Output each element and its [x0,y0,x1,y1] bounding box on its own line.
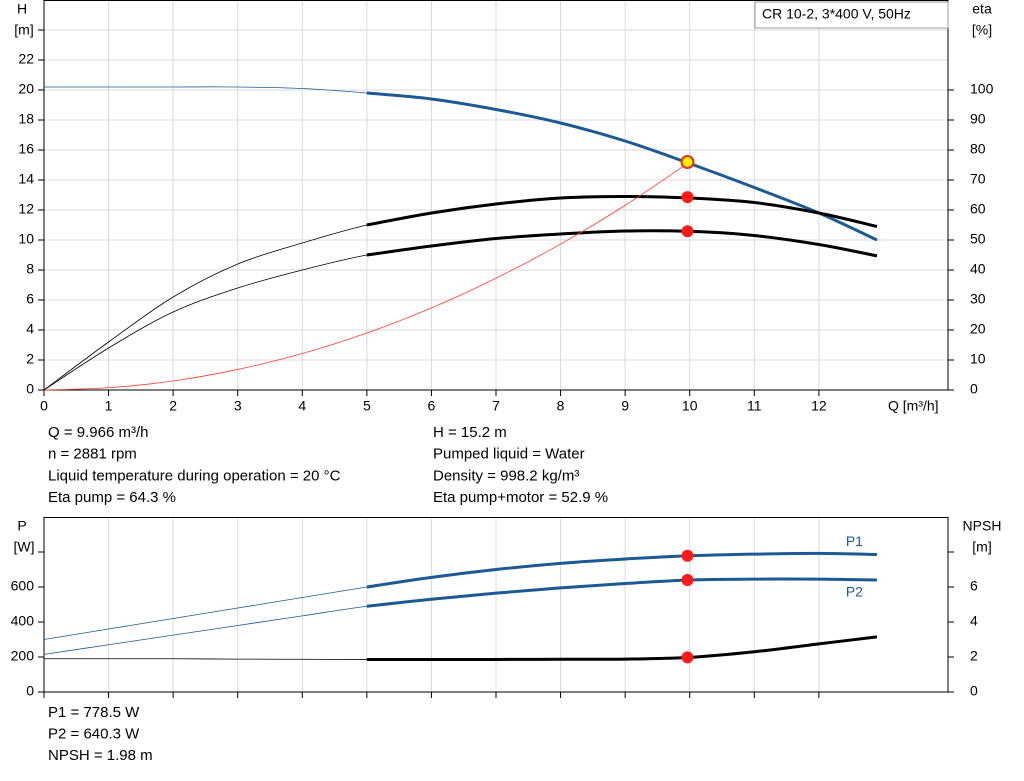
y2-tick-label: 70 [970,171,986,187]
y-tick-label: 22 [18,51,34,67]
curve-bold [366,194,878,228]
x-tick-label: 4 [298,398,306,414]
duty-point [681,191,694,204]
duty-point [680,155,695,169]
plot-frame [43,517,949,693]
y2-tick-label: 20 [970,321,986,337]
duty-point [681,225,694,238]
y-tick-label: 2 [26,351,34,367]
x-tick-label: 0 [40,398,48,414]
y-tick-label: 8 [26,261,34,277]
y2-tick-label: 0 [970,381,978,397]
duty-point [681,573,694,586]
duty-point [681,651,694,664]
info-text: Liquid temperature during operation = 20… [48,467,341,484]
chart-title: CR 10-2, 3*400 V, 50Hz [762,6,911,22]
y-tick-label: 600 [11,578,35,594]
x-tick-label: 11 [747,398,762,414]
y2-tick-label: 4 [970,613,978,629]
y-tick-label: 10 [18,231,34,247]
x-tick-label: 12 [811,398,827,414]
info-text: P2 = 640.3 W [48,725,140,742]
y2-tick-label: 30 [970,291,986,307]
y-tick-label: 12 [18,201,34,217]
x-tick-label: 8 [557,398,565,414]
plot-frame [43,0,949,391]
y2-axis-label: eta [972,1,992,17]
y2-tick-label: 90 [970,111,986,127]
y-tick-label: 6 [26,291,34,307]
y-axis-label: H [17,1,27,17]
y-tick-label: 14 [18,171,34,187]
y-axis-label: P [17,518,26,534]
curve-bold [366,635,878,661]
x-tick-label: 1 [105,398,113,414]
y2-tick-label: 60 [970,201,986,217]
y2-tick-label: 80 [970,141,986,157]
curve-bold [366,577,877,608]
y-tick-label: 16 [18,141,34,157]
y-tick-label: 0 [26,683,34,699]
y-tick-label: 0 [26,381,34,397]
y2-tick-label: 6 [970,578,978,594]
title-box [754,1,949,29]
info-text: H = 15.2 m [433,424,507,441]
y2-axis-label: NPSH [963,518,1002,534]
y2-tick-label: 100 [970,81,994,97]
x-tick-label: 2 [169,398,177,414]
info-text: Q = 9.966 m³/h [48,424,148,441]
y-tick-label: 20 [18,81,34,97]
y-tick-label: 4 [26,321,34,337]
curve [43,161,690,391]
curve-bold [366,229,878,258]
info-text: Pumped liquid = Water [433,446,585,463]
y2-tick-label: 2 [970,648,978,664]
duty-point [681,549,694,562]
x-tick-label: 5 [363,398,371,414]
y-axis-unit: [W] [14,539,35,555]
y-tick-label: 400 [11,613,35,629]
info-text: Eta pump = 64.3 % [48,489,176,506]
y2-tick-label: 0 [970,683,978,699]
y2-axis-unit: [%] [972,22,992,38]
y2-axis-unit: [m] [972,539,991,555]
y-tick-label: 18 [18,111,34,127]
info-text: Density = 998.2 kg/m³ [433,467,579,484]
curve-bold [366,551,877,589]
x-tick-label: 6 [428,398,436,414]
y2-tick-label: 10 [970,351,986,367]
y2-tick-label: 40 [970,261,986,277]
info-text: Eta pump+motor = 52.9 % [433,489,608,506]
x-tick-label: 10 [682,398,698,414]
x-tick-label: 3 [234,398,242,414]
info-text: P1 = 778.5 W [48,704,140,721]
y-axis-unit: [m] [14,22,33,38]
curve-bold [366,91,878,242]
y-tick-label: 200 [11,648,35,664]
series-label: P2 [846,584,863,600]
series-label: P1 [846,533,863,549]
x-axis-label: Q [m³/h] [888,398,939,414]
x-tick-label: 9 [621,398,629,414]
info-text: NPSH = 1.98 m [48,747,153,764]
y2-tick-label: 50 [970,231,986,247]
x-tick-label: 7 [492,398,500,414]
info-text: n = 2881 rpm [48,446,137,463]
